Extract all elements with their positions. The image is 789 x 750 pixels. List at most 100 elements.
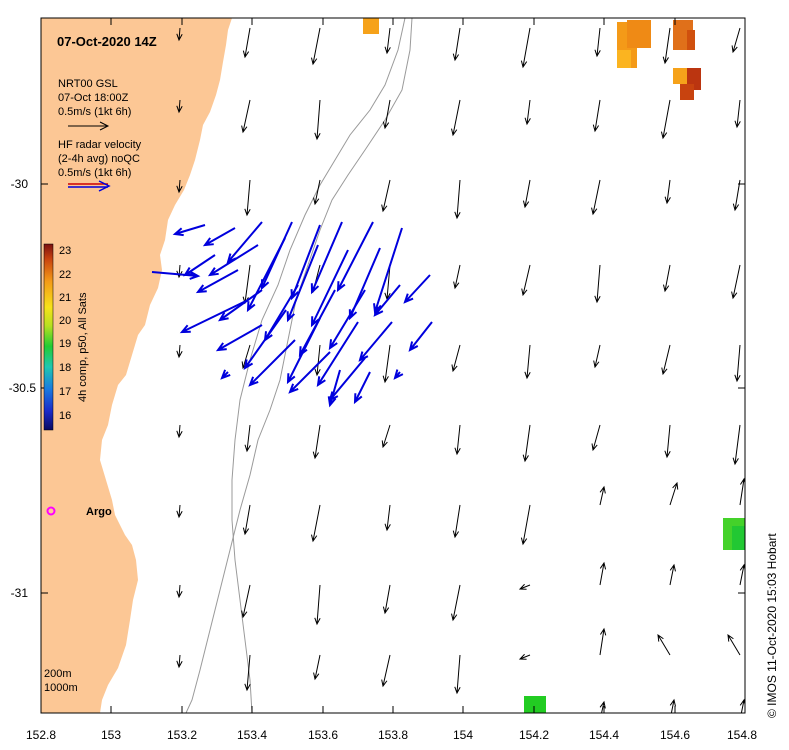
model-current-arrows [176,27,745,713]
model-arrow [518,653,531,660]
model-arrow [734,344,741,383]
model-arrow [669,698,676,713]
x-tick-label: 154.2 [519,728,549,742]
model-arrow [244,179,251,217]
model-arrow [522,179,531,209]
model-arrow [599,700,606,713]
model-arrow [732,179,741,212]
model-arrow [664,424,671,459]
x-tick-label: 153.8 [378,728,408,742]
model-arrow [241,584,251,619]
model-arrow [727,633,741,656]
model-arrow [381,424,391,449]
colorbar-tick: 17 [59,386,71,398]
radar-arrow [353,371,371,405]
model-arrow [594,27,601,58]
colorbar-label: 4h comp, p50, All Sats [77,292,89,402]
model-arrow [732,424,741,466]
model-legend-line: NRT00 GSL [58,78,118,90]
model-arrow [518,583,531,590]
model-arrow [381,179,391,213]
model-arrow [176,99,183,114]
model-arrow [382,344,391,384]
x-tick-label: 154 [453,728,473,742]
model-arrow [664,179,671,205]
radar-arrow [403,274,431,304]
model-arrow [599,561,607,586]
model-arrow [731,264,741,300]
radar-arrow [336,221,374,293]
x-tick-label: 152.8 [26,728,56,742]
model-arrow [662,27,671,65]
radar-arrow [248,339,296,387]
radar-arrow [246,237,286,313]
model-arrow [520,27,531,69]
x-tick-label: 153.6 [308,728,338,742]
model-arrow [452,504,461,539]
model-arrow [452,27,461,62]
radar-arrow [327,369,341,408]
model-arrow [382,99,391,130]
model-arrow [176,654,183,669]
model-arrow [381,654,391,688]
model-arrow [731,27,741,54]
model-arrow [524,344,531,380]
model-arrow [451,344,461,373]
radar-arrow [286,317,321,385]
radar-arrow [215,324,263,352]
model-arrow [592,99,601,133]
model-arrow [599,627,607,656]
model-arrow [453,264,461,290]
model-arrow [176,27,183,42]
colorbar-tick: 22 [59,269,71,281]
model-arrow [244,424,251,453]
x-tick-label: 154.8 [727,728,757,742]
isobath-legend: 200m 1000m [44,668,78,694]
model-legend: NRT00 GSL 07-Oct 18:00Z 0.5m/s (1kt 6h) [58,78,131,131]
radar-legend-line: HF radar velocity [58,139,142,151]
radar-arrow [179,299,249,334]
model-arrow [242,264,251,305]
model-arrow [311,504,321,543]
radar-legend: HF radar velocity (2-4h avg) noQC 0.5m/s… [58,139,142,192]
colorbar-tick: 19 [59,338,71,350]
model-arrow [522,424,531,463]
radar-arrow [195,269,239,294]
radar-arrow [310,249,349,328]
model-arrow [384,27,391,55]
model-arrow [669,563,676,586]
radar-arrow [288,351,331,394]
colorbar-tick: 16 [59,410,71,422]
x-axis-labels: 152.8 153 153.2 153.4 153.6 153.8 154 15… [26,728,757,742]
model-arrow [524,99,531,126]
model-arrow [660,99,671,140]
radar-arrow [408,321,433,352]
radar-arrow [218,289,263,322]
radar-arrow [286,244,319,323]
model-arrow [520,504,531,546]
model-arrow [313,179,321,206]
model-arrow [314,99,321,141]
sst-colorbar: 23 22 21 20 19 18 17 16 4h comp, p50, Al… [43,243,89,431]
model-arrow [599,485,606,506]
model-arrow [591,424,601,452]
radar-arrow [243,309,287,370]
isobath-label-1000: 1000m [44,682,78,694]
radar-arrow [202,227,236,247]
radar-arrow [172,224,206,237]
sst-pixels [363,18,745,713]
argo-label: Argo [86,506,112,518]
radar-arrow [393,369,404,380]
radar-current-arrows [151,221,433,408]
argo-marker [46,506,56,516]
model-arrow [242,27,251,59]
x-tick-label: 153.4 [237,728,267,742]
colorbar-tick: 21 [59,292,71,304]
radar-arrow [151,270,201,280]
coastline-land [41,18,232,713]
model-arrow [384,264,391,301]
radar-arrow [316,321,359,388]
model-arrow [454,179,461,220]
model-arrow [176,424,183,439]
